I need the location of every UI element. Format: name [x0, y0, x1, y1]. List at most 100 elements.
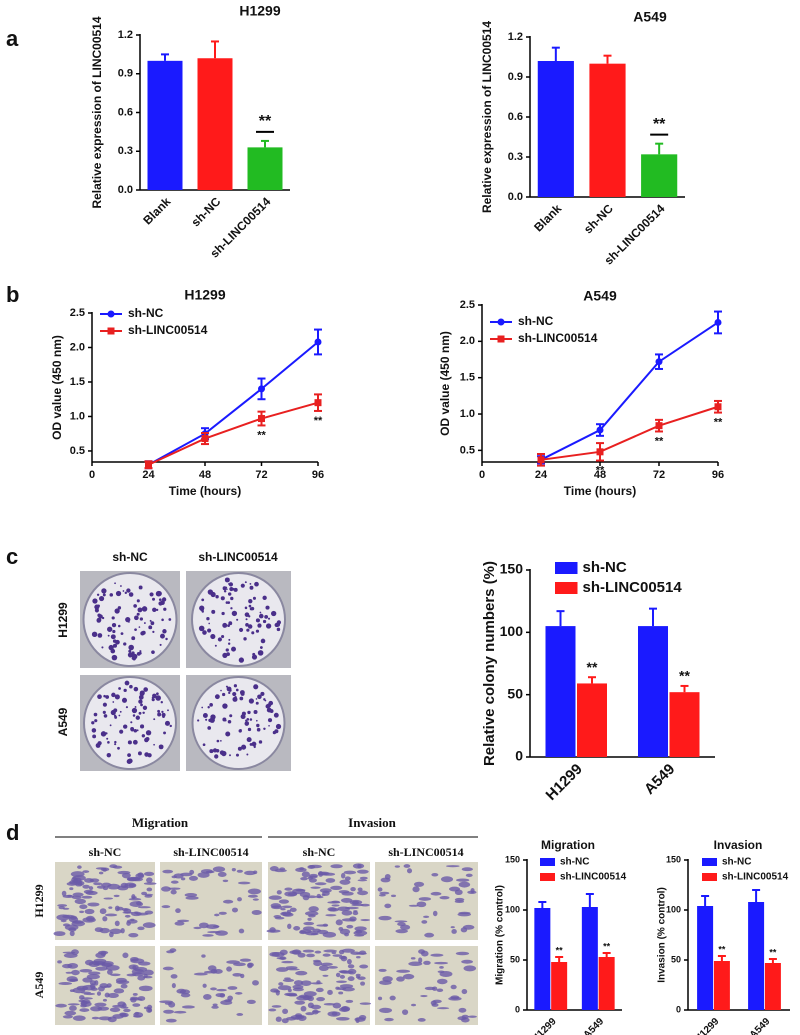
colony — [142, 711, 145, 715]
colony — [276, 620, 282, 625]
point — [201, 435, 209, 443]
cell — [337, 906, 351, 912]
colony — [157, 709, 161, 713]
cell — [268, 1008, 277, 1012]
colony — [97, 613, 102, 618]
colony — [97, 604, 100, 608]
colony — [111, 654, 118, 661]
colony — [236, 618, 239, 621]
colony — [109, 593, 114, 597]
bar — [147, 60, 183, 191]
colony — [155, 590, 162, 597]
cell — [295, 888, 306, 892]
column-label: sh-NC — [112, 550, 148, 564]
colony — [161, 618, 164, 622]
cell — [402, 1009, 409, 1015]
colony — [128, 592, 134, 597]
colony — [228, 621, 233, 626]
colony — [135, 715, 140, 720]
cell — [396, 969, 411, 973]
colony — [249, 718, 253, 721]
colony — [250, 606, 255, 611]
colony — [161, 710, 164, 713]
colony — [136, 612, 140, 616]
cell — [309, 873, 318, 878]
colony — [240, 691, 245, 696]
colony — [123, 642, 127, 646]
bar — [641, 154, 678, 197]
legend-label: sh-LINC00514 — [583, 579, 683, 596]
significance: ** — [259, 113, 272, 130]
cell — [305, 1012, 315, 1016]
colony — [115, 590, 122, 597]
colony — [125, 706, 128, 709]
cell — [239, 958, 252, 962]
y-tick-label: 1.5 — [460, 372, 475, 384]
colony — [145, 730, 152, 736]
colony — [103, 694, 106, 698]
cell — [72, 892, 84, 897]
cell — [338, 970, 350, 974]
colony — [271, 610, 277, 617]
cell — [467, 1015, 477, 1018]
cell — [355, 973, 361, 977]
cell — [352, 863, 365, 869]
bar — [577, 683, 607, 757]
cell — [331, 904, 340, 907]
cell — [95, 966, 108, 971]
colony — [227, 601, 231, 604]
cell — [454, 897, 465, 902]
cell — [341, 918, 356, 922]
x-tick-label: H1299 — [543, 761, 586, 804]
cell — [341, 948, 355, 953]
colony — [133, 729, 138, 733]
cell — [109, 1007, 121, 1013]
cell — [384, 1017, 394, 1022]
significance: ** — [718, 944, 726, 954]
y-axis-label: OD value (450 nm) — [438, 331, 452, 436]
cell — [165, 1018, 177, 1023]
x-tick-label: A549 — [748, 1016, 773, 1035]
colony — [227, 624, 230, 628]
panel-label: c — [6, 544, 18, 569]
cell — [463, 965, 477, 972]
colony — [139, 690, 145, 696]
y-tick-label: 0.0 — [508, 191, 523, 203]
colony — [212, 593, 214, 595]
bar — [545, 626, 576, 757]
cell — [96, 885, 106, 889]
colony — [162, 629, 167, 634]
colony — [152, 630, 155, 634]
cell — [137, 926, 145, 931]
cell — [448, 996, 462, 1001]
colony — [256, 723, 260, 728]
cell — [354, 1017, 366, 1022]
colony — [231, 610, 238, 617]
cell — [360, 918, 371, 922]
cell — [314, 882, 327, 886]
colony — [250, 701, 253, 704]
colony — [217, 637, 222, 642]
cell — [417, 1018, 426, 1022]
cell — [434, 961, 448, 965]
cell — [68, 978, 79, 982]
cell — [331, 951, 337, 955]
colony — [220, 596, 225, 601]
cell — [396, 976, 405, 982]
y-tick-label: 100 — [666, 904, 681, 914]
cell — [295, 970, 308, 976]
cell — [67, 963, 79, 969]
cell — [275, 1016, 282, 1022]
cell — [390, 894, 397, 898]
colony — [231, 646, 236, 652]
colony — [262, 595, 267, 601]
cell — [57, 960, 62, 964]
colony — [111, 622, 117, 628]
colony — [208, 622, 211, 625]
colony — [111, 616, 115, 620]
y-tick-label: 0 — [515, 748, 523, 764]
colony — [251, 631, 255, 635]
cell — [277, 985, 292, 991]
colony — [238, 657, 245, 663]
row-label: A549 — [32, 972, 46, 999]
